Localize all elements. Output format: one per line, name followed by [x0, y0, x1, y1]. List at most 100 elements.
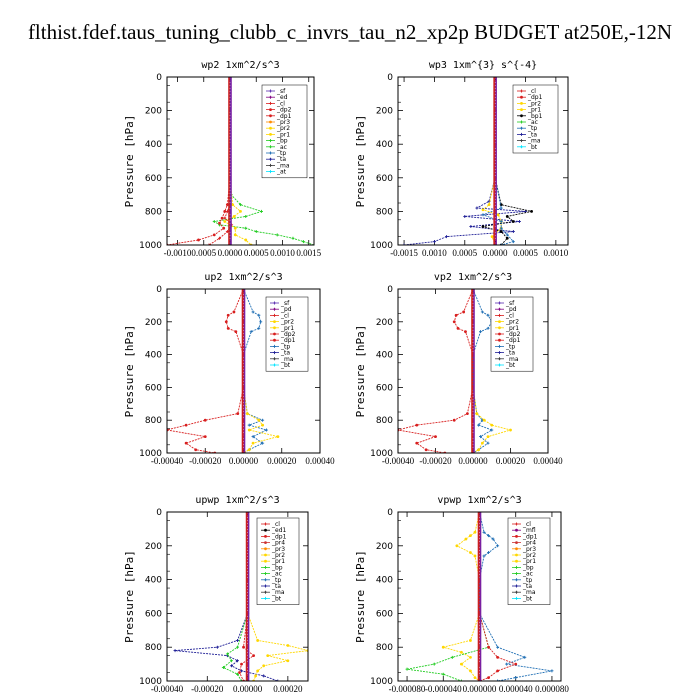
- data-point: [473, 676, 477, 680]
- data-point: [450, 655, 454, 659]
- data-point: [228, 77, 232, 79]
- data-point: [259, 320, 263, 324]
- data-point: [264, 559, 267, 563]
- data-point: [212, 233, 216, 237]
- data-point: [234, 330, 238, 334]
- series-group: [167, 77, 314, 245]
- data-point: [515, 535, 518, 538]
- series-line-ta: [175, 512, 278, 681]
- y-tick-label: 0: [156, 285, 162, 295]
- x-tick-label: -0.00040: [151, 456, 184, 466]
- legend-entry: _ac: [522, 571, 533, 578]
- y-tick-label: 800: [145, 416, 162, 426]
- data-point: [481, 213, 485, 217]
- x-tick-label: 0.00000: [458, 456, 488, 466]
- series-line-dp1: [167, 77, 231, 245]
- x-tick-label: 0.0005: [513, 248, 538, 258]
- data-point: [479, 330, 482, 334]
- data-point: [517, 219, 521, 223]
- data-point: [203, 418, 207, 422]
- data-point: [520, 114, 523, 118]
- data-point: [224, 320, 228, 324]
- data-point: [402, 243, 406, 245]
- data-point: [520, 132, 523, 136]
- data-point: [471, 289, 475, 291]
- legend-entry: _pr1: [522, 558, 536, 565]
- legend-entry: _dp2: [280, 331, 296, 338]
- data-point: [251, 435, 255, 439]
- data-point: [264, 553, 267, 557]
- legend-entry: _bp: [276, 138, 288, 145]
- legend-entry: _ma: [280, 356, 294, 363]
- legend-entry: _pr2: [527, 100, 541, 107]
- data-point: [244, 214, 248, 218]
- legend-entry: _ed: [276, 94, 288, 101]
- data-point: [264, 572, 267, 576]
- data-point: [490, 428, 494, 432]
- y-axis-label: Pressure [hPa]: [354, 550, 367, 643]
- data-point: [469, 551, 472, 554]
- legend-entry: _ma: [527, 138, 541, 145]
- y-tick-label: 200: [376, 107, 393, 117]
- data-point: [459, 662, 463, 666]
- data-point: [173, 649, 177, 653]
- data-point: [486, 326, 490, 330]
- series-line-dp1: [167, 289, 244, 453]
- legend-box: [261, 84, 308, 179]
- data-point: [244, 226, 248, 230]
- data-point: [221, 665, 225, 669]
- legend-entry: _cl: [280, 312, 289, 319]
- data-point: [463, 214, 467, 218]
- data-point: [505, 236, 509, 240]
- data-point: [203, 435, 207, 438]
- legend-entry: _ta: [505, 350, 515, 357]
- data-point: [487, 676, 490, 680]
- x-tick-label: 0.00000: [229, 456, 259, 466]
- series-line-dp1: [398, 289, 474, 453]
- data-point: [530, 210, 533, 213]
- data-point: [459, 679, 463, 681]
- data-point: [240, 679, 244, 681]
- data-point: [514, 676, 518, 680]
- y-tick-label: 600: [376, 174, 393, 184]
- legend-entry: _dp1: [522, 533, 538, 540]
- data-point: [261, 423, 265, 427]
- data-point: [247, 448, 251, 452]
- data-point: [207, 243, 211, 245]
- data-point: [480, 441, 484, 445]
- y-tick-label: 400: [376, 140, 393, 150]
- data-point: [496, 669, 500, 673]
- legend-entry: _bt: [505, 362, 516, 369]
- data-point: [498, 363, 501, 367]
- data-point: [499, 230, 503, 233]
- data-point: [491, 537, 495, 541]
- data-point: [249, 330, 253, 334]
- legend-entry: _sf: [280, 300, 290, 307]
- data-point: [240, 662, 243, 666]
- y-tick-label: 1000: [139, 241, 162, 251]
- data-point: [252, 654, 256, 658]
- data-point: [424, 448, 428, 452]
- data-point: [498, 307, 501, 311]
- data-point: [236, 672, 239, 676]
- data-point: [273, 363, 276, 367]
- data-point: [493, 77, 497, 79]
- y-tick-label: 600: [145, 609, 162, 619]
- data-point: [498, 344, 501, 348]
- data-point: [498, 326, 501, 330]
- data-point: [509, 428, 512, 432]
- data-point: [197, 238, 200, 242]
- x-tick-label: 0.000040: [499, 684, 533, 694]
- y-tick-label: 400: [145, 140, 162, 150]
- data-point: [218, 221, 221, 225]
- data-point: [264, 590, 267, 594]
- legend-entry: _dp1: [271, 533, 287, 540]
- data-point: [454, 313, 458, 317]
- legend-entry: _dp2: [276, 107, 292, 114]
- plot-frame: [397, 288, 549, 454]
- data-point: [498, 357, 501, 361]
- data-point: [273, 320, 276, 323]
- legend-entry: _at: [276, 169, 287, 176]
- data-point: [452, 320, 456, 324]
